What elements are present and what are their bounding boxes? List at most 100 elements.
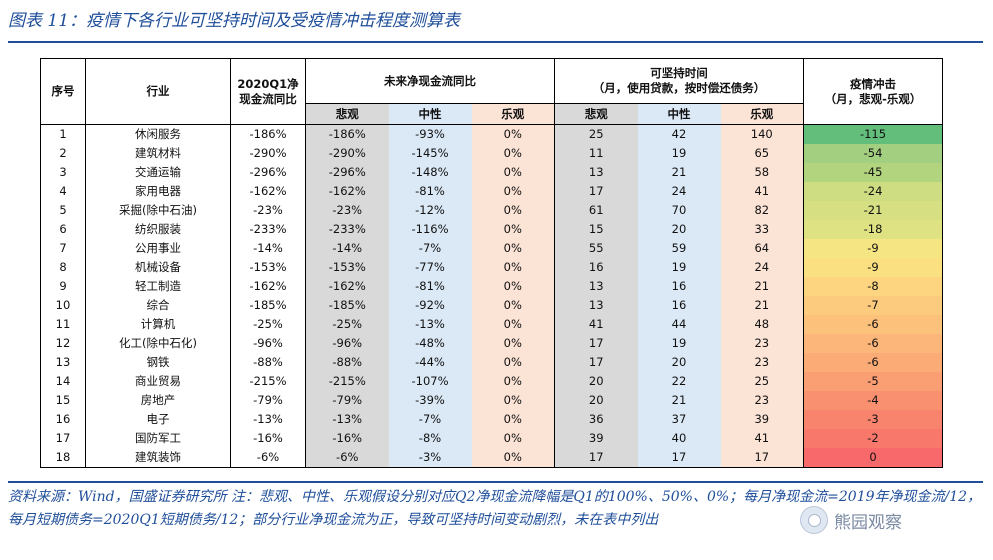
figure-title: 图表 11：疫情下各行业可坚持时间及受疫情冲击程度测算表 <box>8 11 461 31</box>
cell-cf-optimistic: 0% <box>471 448 555 468</box>
cell-cf-pessimistic: -215% <box>305 372 389 391</box>
header-hold-optimistic: 乐观 <box>720 103 805 125</box>
table-row: 1 休闲服务 -186% -186% -93% 0% 25 42 140 -115 <box>40 124 944 144</box>
cell-impact: -6 <box>803 353 944 372</box>
table-row: 11 计算机 -25% -25% -13% 0% 41 44 48 -6 <box>40 315 944 334</box>
cell-industry: 轻工制造 <box>85 277 231 296</box>
cell-industry: 化工(除中石化) <box>85 334 231 353</box>
table-row: 12 化工(除中石化) -96% -96% -48% 0% 17 19 23 -6 <box>40 334 944 353</box>
cell-hold-optimistic: 58 <box>720 163 805 182</box>
cell-cf-optimistic: 0% <box>471 144 555 163</box>
cell-q1-cashflow: -13% <box>230 410 306 429</box>
cell-impact: -6 <box>803 334 944 353</box>
cell-cf-optimistic: 0% <box>471 239 555 258</box>
cell-hold-pessimistic: 39 <box>554 429 638 448</box>
cell-cf-optimistic: 0% <box>471 182 555 201</box>
cell-q1-cashflow: -296% <box>230 163 306 182</box>
cell-seq: 17 <box>40 429 86 448</box>
cell-cf-pessimistic: -162% <box>305 277 389 296</box>
header-q1-cashflow: 2020Q1净现金流同比 <box>230 58 306 125</box>
cell-impact: -2 <box>803 429 944 448</box>
cell-impact: 0 <box>803 448 944 468</box>
cell-cf-neutral: -148% <box>388 163 472 182</box>
table-row: 18 建筑装饰 -6% -6% -3% 0% 17 17 17 0 <box>40 448 944 468</box>
cell-cf-pessimistic: -96% <box>305 334 389 353</box>
cell-hold-optimistic: 23 <box>720 334 805 353</box>
cell-cf-pessimistic: -6% <box>305 448 389 468</box>
table-row: 13 钢铁 -88% -88% -44% 0% 17 20 23 -6 <box>40 353 944 372</box>
impact-table: 序号 行业 2020Q1净现金流同比 未来净现金流同比 可坚持时间 （月，使用贷… <box>40 58 944 468</box>
cell-industry: 计算机 <box>85 315 231 334</box>
title-rule <box>8 41 983 43</box>
cell-cf-pessimistic: -13% <box>305 410 389 429</box>
cell-cf-pessimistic: -14% <box>305 239 389 258</box>
cell-hold-neutral: 21 <box>637 163 721 182</box>
cell-seq: 8 <box>40 258 86 277</box>
cell-cf-neutral: -8% <box>388 429 472 448</box>
cell-cf-pessimistic: -23% <box>305 201 389 220</box>
cell-cf-pessimistic: -290% <box>305 144 389 163</box>
cell-seq: 5 <box>40 201 86 220</box>
cell-cf-pessimistic: -79% <box>305 391 389 410</box>
cell-q1-cashflow: -233% <box>230 220 306 239</box>
cell-hold-optimistic: 48 <box>720 315 805 334</box>
cell-hold-neutral: 59 <box>637 239 721 258</box>
cell-industry: 建筑装饰 <box>85 448 231 468</box>
header-cf-pessimistic: 悲观 <box>305 103 389 125</box>
cell-cf-neutral: -81% <box>388 182 472 201</box>
cell-hold-pessimistic: 17 <box>554 182 638 201</box>
cell-hold-optimistic: 25 <box>720 372 805 391</box>
cell-cf-pessimistic: -162% <box>305 182 389 201</box>
cell-hold-optimistic: 64 <box>720 239 805 258</box>
cell-hold-optimistic: 140 <box>720 124 805 144</box>
cell-cf-optimistic: 0% <box>471 353 555 372</box>
cell-hold-neutral: 19 <box>637 334 721 353</box>
cell-cf-neutral: -7% <box>388 410 472 429</box>
cell-impact: -9 <box>803 258 944 277</box>
cell-hold-optimistic: 41 <box>720 182 805 201</box>
table-row: 14 商业贸易 -215% -215% -107% 0% 20 22 25 -5 <box>40 372 944 391</box>
header-industry: 行业 <box>85 58 231 125</box>
cell-seq: 11 <box>40 315 86 334</box>
table-row: 4 家用电器 -162% -162% -81% 0% 17 24 41 -24 <box>40 182 944 201</box>
cell-hold-pessimistic: 17 <box>554 334 638 353</box>
cell-q1-cashflow: -88% <box>230 353 306 372</box>
cell-hold-pessimistic: 11 <box>554 144 638 163</box>
cell-cf-optimistic: 0% <box>471 296 555 315</box>
table-body: 1 休闲服务 -186% -186% -93% 0% 25 42 140 -115 2 建筑材料 -29… <box>40 124 944 468</box>
cell-seq: 12 <box>40 334 86 353</box>
cell-seq: 3 <box>40 163 86 182</box>
cell-impact: -115 <box>803 124 944 144</box>
cell-cf-pessimistic: -185% <box>305 296 389 315</box>
cell-cf-optimistic: 0% <box>471 220 555 239</box>
cell-q1-cashflow: -16% <box>230 429 306 448</box>
cell-q1-cashflow: -153% <box>230 258 306 277</box>
cell-cf-neutral: -12% <box>388 201 472 220</box>
cell-cf-neutral: -39% <box>388 391 472 410</box>
cell-seq: 2 <box>40 144 86 163</box>
cell-seq: 16 <box>40 410 86 429</box>
cell-hold-pessimistic: 20 <box>554 391 638 410</box>
table-row: 16 电子 -13% -13% -7% 0% 36 37 39 -3 <box>40 410 944 429</box>
cell-cf-neutral: -116% <box>388 220 472 239</box>
cell-hold-optimistic: 21 <box>720 277 805 296</box>
cell-cf-optimistic: 0% <box>471 201 555 220</box>
header-hold-neutral: 中性 <box>637 103 721 125</box>
cell-industry: 钢铁 <box>85 353 231 372</box>
cell-hold-optimistic: 41 <box>720 429 805 448</box>
cell-hold-optimistic: 39 <box>720 410 805 429</box>
header-cf-neutral: 中性 <box>388 103 472 125</box>
cell-industry: 国防军工 <box>85 429 231 448</box>
header-impact: 疫情冲击 （月，悲观-乐观） <box>803 58 944 125</box>
header-hold-time: 可坚持时间 （月，使用贷款，按时偿还债务） <box>554 58 805 104</box>
table-row: 2 建筑材料 -290% -290% -145% 0% 11 19 65 -54 <box>40 144 944 163</box>
watermark-text: 熊园观察 <box>834 512 902 533</box>
cell-hold-neutral: 40 <box>637 429 721 448</box>
header-hold-time-line1: 可坚持时间 <box>650 66 708 80</box>
cell-q1-cashflow: -162% <box>230 182 306 201</box>
cell-seq: 14 <box>40 372 86 391</box>
cell-hold-pessimistic: 20 <box>554 372 638 391</box>
cell-impact: -18 <box>803 220 944 239</box>
cell-hold-optimistic: 21 <box>720 296 805 315</box>
cell-hold-pessimistic: 16 <box>554 258 638 277</box>
